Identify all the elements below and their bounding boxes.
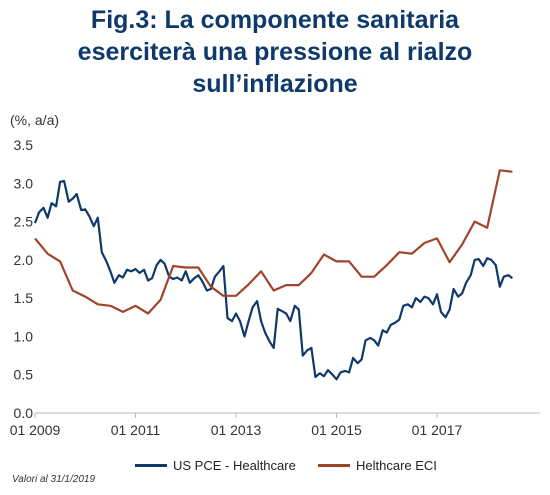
y-tick-label: 3.0 [14,175,34,191]
title-line-1: Fig.3: La componente sanitaria [90,6,460,34]
y-tick-label: 2.5 [14,214,34,230]
y-tick-label: 1.5 [14,290,34,306]
x-tick-label: 01 2011 [111,422,161,438]
series-line-pce-healthcare [33,179,514,381]
footnote: Valori al 31/1/2019 [12,474,96,485]
series-line-healthcare-eci [34,169,513,315]
legend-swatch-pce [135,464,167,467]
legend-label-eci: Helthcare ECI [356,458,437,473]
y-tick-label: 0.5 [14,367,34,383]
x-tick-label: 01 2015 [311,422,362,438]
chart-title: Fig.3: La componente sanitaria eserciter… [0,4,550,100]
title-line-2: eserciterà una pressione al rialzo [77,38,473,66]
legend-item-pce: US PCE - Healthcare [135,458,296,473]
title-line-3: sull’inflazione [192,70,358,98]
legend-label-pce: US PCE - Healthcare [173,458,296,473]
y-tick-label: 2.0 [14,252,34,268]
y-axis-unit-label: (%, a/a) [10,112,60,128]
legend: US PCE - Healthcare Helthcare ECI [0,458,550,476]
x-tick-label: 01 2009 [10,422,61,438]
x-tick-label: 01 2013 [211,422,262,438]
y-tick-label: 3.5 [14,137,34,153]
legend-swatch-eci [318,464,350,467]
y-tick-label: 0.0 [14,405,34,421]
x-tick-label: 01 2017 [412,422,463,438]
y-tick-label: 1.0 [14,328,34,344]
legend-item-eci: Helthcare ECI [318,458,437,473]
